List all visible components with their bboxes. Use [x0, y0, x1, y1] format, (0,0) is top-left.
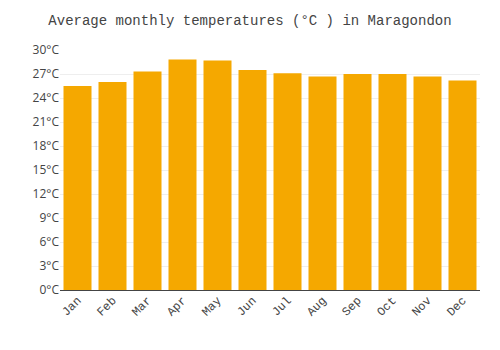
svg-text:Feb: Feb [94, 294, 119, 319]
svg-text:12°C: 12°C [33, 185, 60, 202]
svg-text:15°C: 15°C [33, 161, 60, 178]
svg-text:27°C: 27°C [33, 65, 60, 82]
svg-text:6°C: 6°C [39, 233, 59, 250]
svg-text:May: May [199, 294, 224, 319]
svg-text:Jun: Jun [234, 294, 259, 319]
svg-text:21°C: 21°C [33, 113, 60, 130]
svg-text:0°C: 0°C [39, 281, 59, 298]
svg-text:9°C: 9°C [39, 209, 59, 226]
svg-text:Dec: Dec [444, 294, 469, 319]
svg-text:Jan: Jan [59, 294, 84, 319]
svg-text:Nov: Nov [409, 294, 434, 319]
svg-text:Oct: Oct [374, 294, 399, 319]
svg-text:Average monthly temperatures (: Average monthly temperatures (°C ) in Ma… [48, 13, 451, 29]
svg-text:3°C: 3°C [39, 257, 59, 274]
svg-text:18°C: 18°C [33, 137, 60, 154]
svg-text:30°C: 30°C [33, 41, 60, 58]
svg-text:Sep: Sep [339, 294, 364, 319]
svg-text:Mar: Mar [129, 294, 154, 319]
svg-text:Jul: Jul [269, 294, 294, 319]
svg-text:Aug: Aug [304, 294, 329, 319]
svg-text:Apr: Apr [164, 294, 189, 319]
svg-text:24°C: 24°C [33, 89, 60, 106]
